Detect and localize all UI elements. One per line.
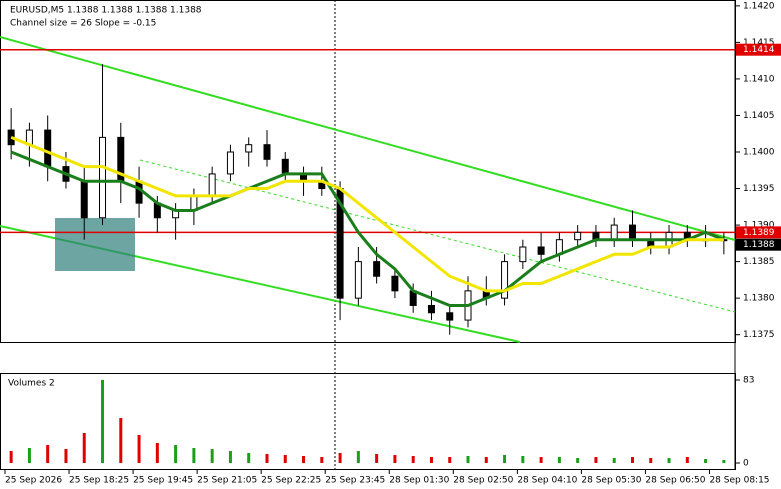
candle-body xyxy=(44,129,52,168)
x-tick-label: 28 Sep 08:15 xyxy=(709,476,769,486)
channel-upper xyxy=(0,36,736,241)
y-tick-label: 1.1405 xyxy=(743,111,775,121)
candle-body xyxy=(446,312,454,321)
candle-body xyxy=(281,158,289,175)
x-tick-label: 28 Sep 01:30 xyxy=(389,476,449,486)
x-tick-label: 28 Sep 06:50 xyxy=(645,476,705,486)
candle-body xyxy=(263,144,271,160)
candle-body xyxy=(208,173,216,197)
y-tick-label: 1.1420 xyxy=(743,1,775,11)
channel-mid xyxy=(139,159,736,313)
x-tick-label: 25 Sep 22:25 xyxy=(261,476,321,486)
candle-body xyxy=(373,261,381,277)
x-tick-label: 25 Sep 19:45 xyxy=(133,476,193,486)
level-label: 1.1389 xyxy=(743,228,775,238)
candle-body xyxy=(135,180,143,204)
x-tick-label: 25 Sep 23:45 xyxy=(325,476,385,486)
x-tick-label: 28 Sep 05:30 xyxy=(581,476,641,486)
moving-average xyxy=(10,150,725,307)
candle-body xyxy=(245,144,253,153)
candle-body xyxy=(99,136,107,219)
candle-body xyxy=(501,261,509,299)
y-tick-label: 1.1375 xyxy=(743,330,775,340)
candle-body xyxy=(391,275,399,292)
x-tick-label: 25 Sep 2026 xyxy=(5,476,62,486)
y-tick-label: 1.1415 xyxy=(743,38,775,48)
candle-body xyxy=(574,231,582,241)
candle-body xyxy=(226,151,234,175)
candle-body xyxy=(519,246,527,263)
chart-title: EURUSD,M5 1.1388 1.1388 1.1388 1.1388 xyxy=(10,6,202,16)
volume-frame xyxy=(0,373,736,470)
y-tick-label: 1.1390 xyxy=(743,221,775,231)
candle-body xyxy=(354,261,362,299)
x-tick-label: 28 Sep 04:10 xyxy=(517,476,577,486)
last-price-label: 1.1388 xyxy=(743,240,775,250)
x-tick-label: 28 Sep 02:50 xyxy=(453,476,513,486)
candle-body xyxy=(610,224,618,241)
candle-body xyxy=(628,224,636,241)
level-label: 1.1414 xyxy=(743,45,775,55)
x-tick-label: 25 Sep 18:25 xyxy=(69,476,129,486)
y-tick-label: 1.1400 xyxy=(743,148,775,158)
candle-body xyxy=(427,304,435,314)
y-tick-label: 1.1410 xyxy=(743,74,775,84)
volume-title: Volumes 2 xyxy=(8,379,55,389)
y-tick-label: 1.1380 xyxy=(743,294,775,304)
y-tick-label: 1.1395 xyxy=(743,184,775,194)
candle-body xyxy=(80,180,88,219)
candle-body xyxy=(537,246,545,255)
moving-average xyxy=(10,135,724,293)
level-label-box xyxy=(736,226,781,239)
chart-subtitle: Channel size = 26 Slope = -0.15 xyxy=(10,19,156,29)
volume-tick-label: 0 xyxy=(743,459,749,469)
last-price-box xyxy=(736,238,781,251)
y-tick-label: 1.1385 xyxy=(743,257,775,267)
x-tick-label: 25 Sep 21:05 xyxy=(197,476,257,486)
level-label-box xyxy=(736,43,781,56)
highlight-box xyxy=(55,218,135,271)
volume-tick-label: 83 xyxy=(743,376,754,386)
